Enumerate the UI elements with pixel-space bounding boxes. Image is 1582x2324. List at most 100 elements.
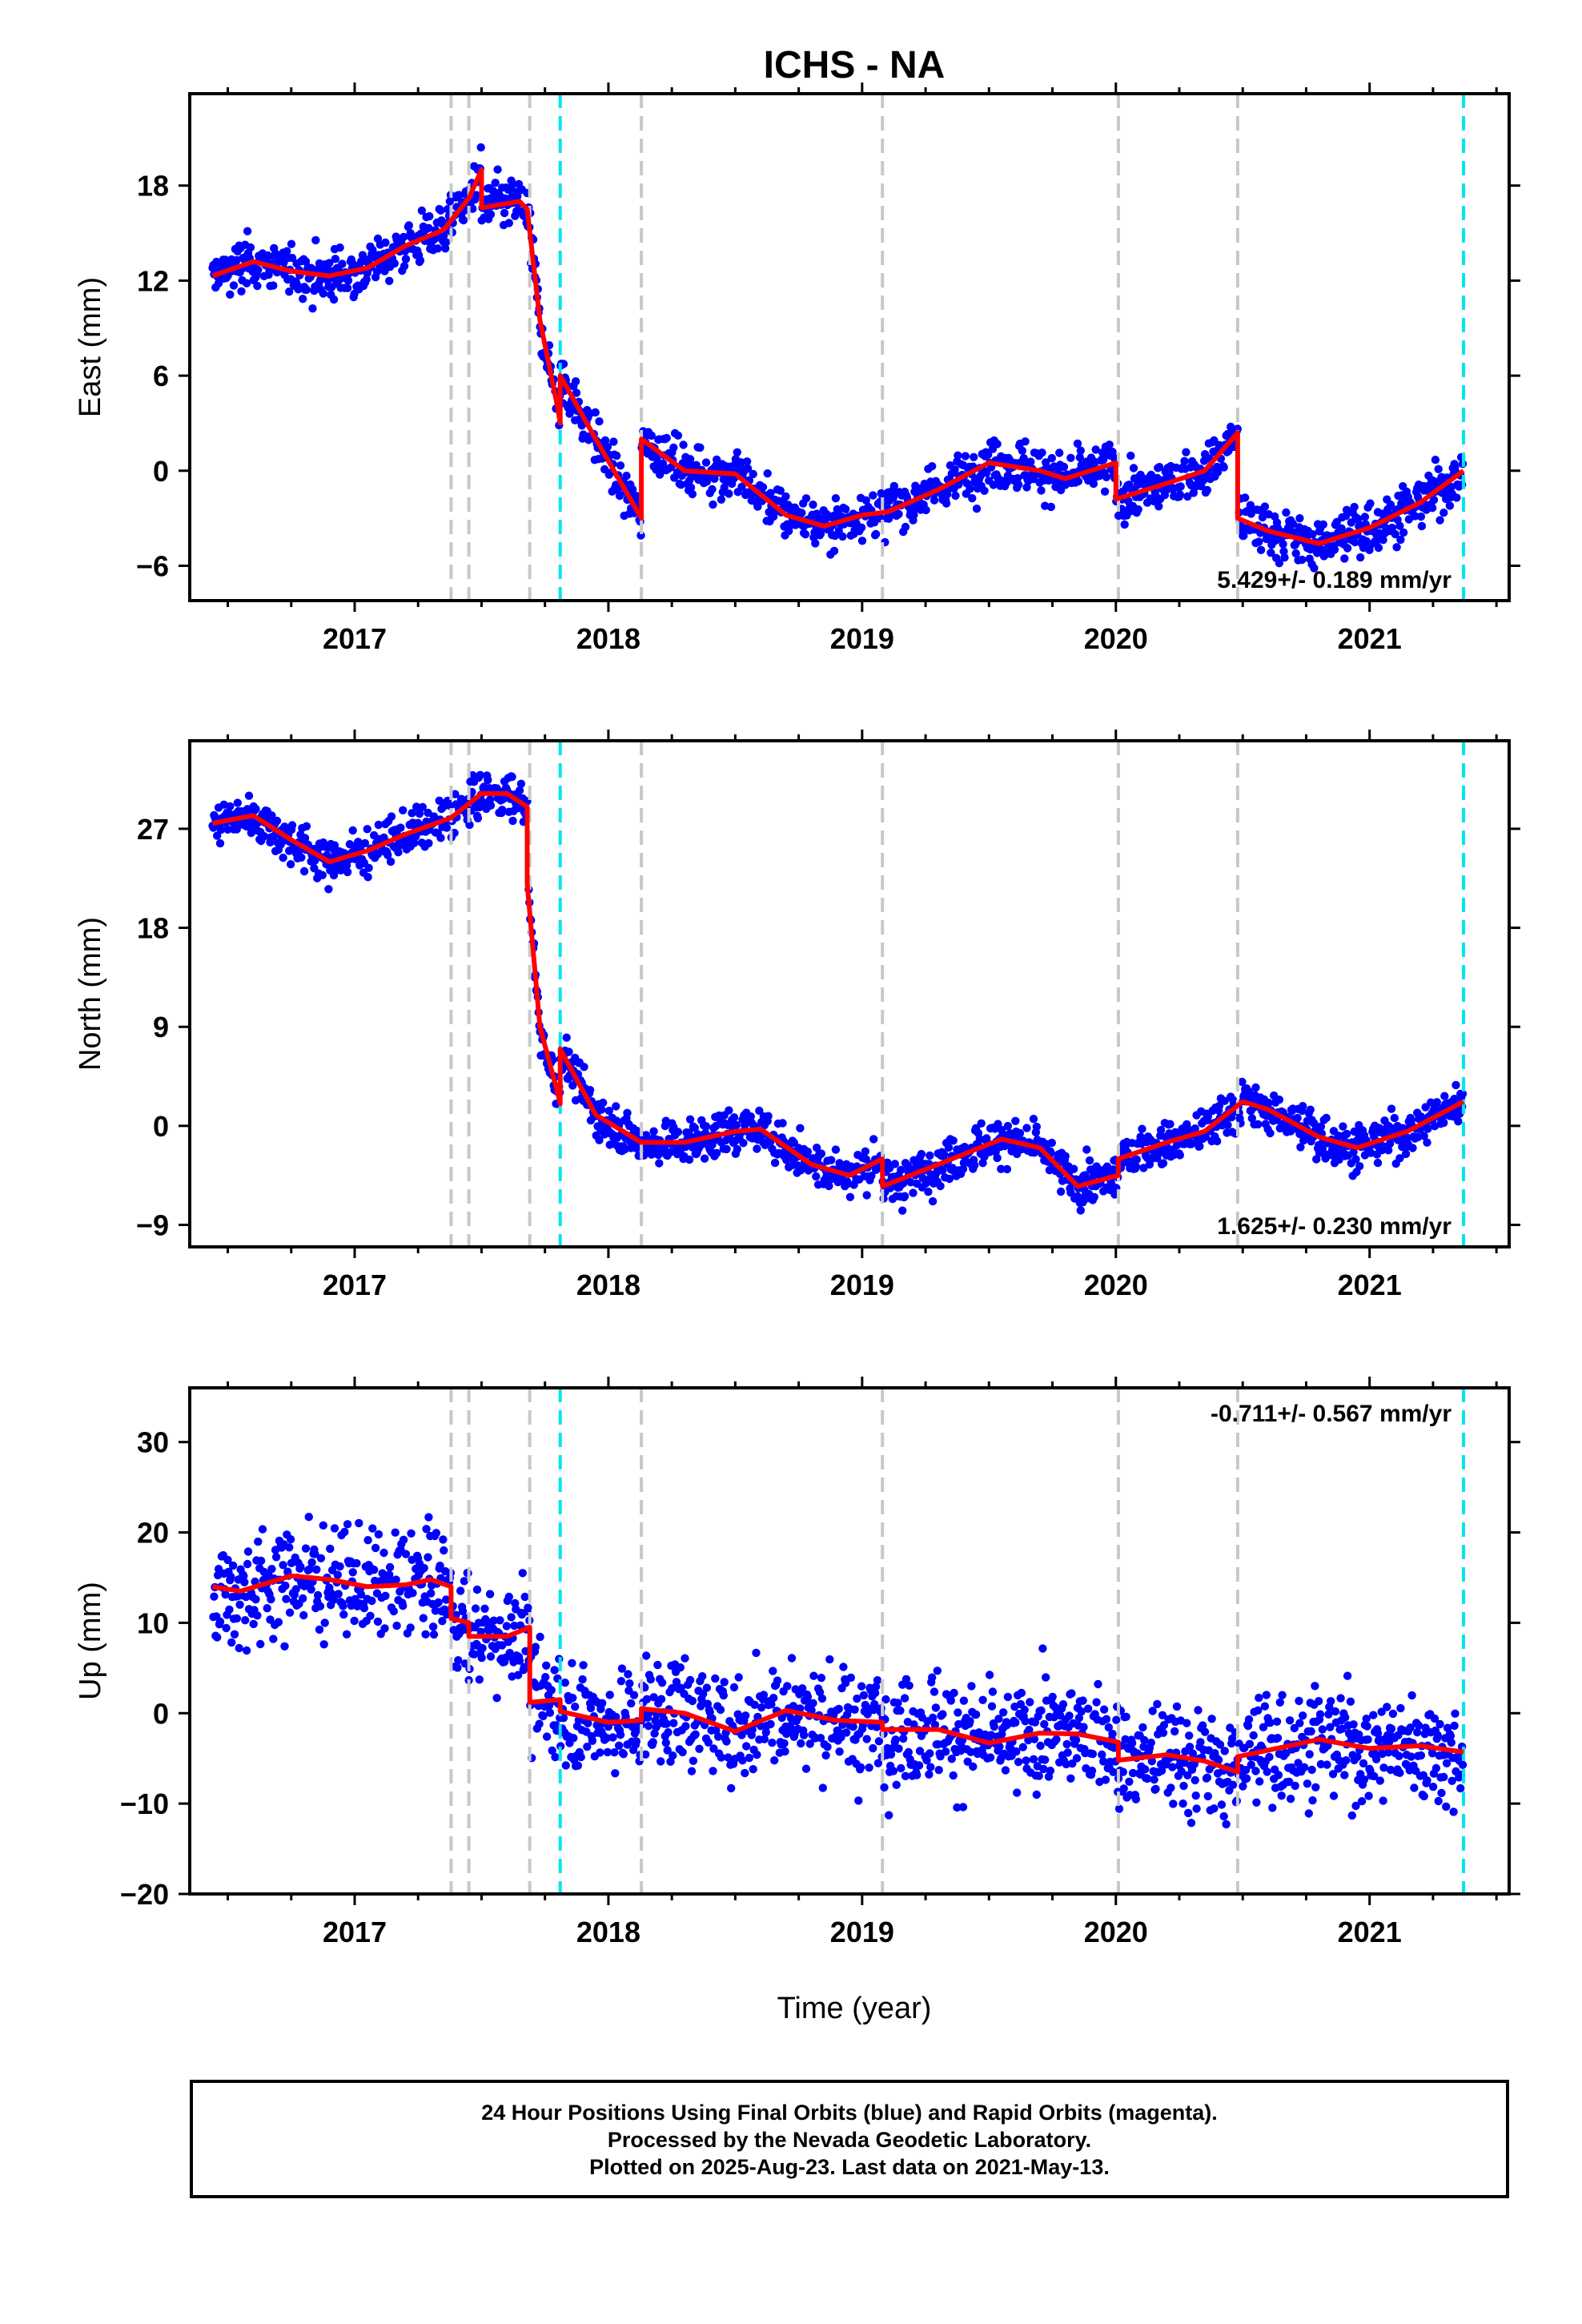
- data-point: [333, 1570, 342, 1579]
- data-point: [1316, 1122, 1326, 1132]
- data-point: [1322, 1113, 1331, 1123]
- data-point: [862, 1735, 871, 1743]
- data-point: [603, 442, 612, 452]
- data-point: [1340, 1771, 1349, 1779]
- data-point: [958, 1164, 968, 1174]
- data-point: [709, 500, 717, 509]
- data-point: [1102, 472, 1111, 481]
- data-point: [701, 1122, 711, 1131]
- data-point: [869, 491, 877, 500]
- data-point: [436, 834, 445, 842]
- data-point: [1419, 1132, 1428, 1140]
- data-point: [1372, 536, 1382, 545]
- data-point: [700, 1154, 709, 1163]
- data-point: [901, 1675, 911, 1683]
- data-point: [950, 465, 959, 474]
- data-point: [1223, 1120, 1232, 1129]
- data-point: [586, 1703, 596, 1713]
- data-point: [1039, 1764, 1048, 1774]
- data-point: [258, 1525, 267, 1534]
- data-point: [1445, 501, 1455, 510]
- y-tick-label: 0: [153, 455, 169, 488]
- data-point: [1359, 1759, 1368, 1768]
- data-point: [759, 1691, 769, 1699]
- data-point: [1279, 540, 1287, 549]
- data-point: [1022, 1124, 1031, 1132]
- data-point: [379, 833, 388, 842]
- data-point: [329, 295, 339, 304]
- data-point: [807, 1706, 816, 1715]
- data-point: [434, 1598, 443, 1607]
- data-point: [1454, 1117, 1463, 1126]
- data-point: [1192, 1804, 1201, 1813]
- x-tick-label: 2018: [576, 622, 640, 655]
- data-point: [1046, 502, 1056, 512]
- data-point: [797, 1739, 805, 1748]
- data-point: [440, 1546, 448, 1555]
- data-point: [391, 1575, 400, 1584]
- data-point: [871, 1683, 881, 1691]
- data-point: [475, 1675, 484, 1684]
- data-point: [646, 1675, 655, 1684]
- data-point: [399, 232, 408, 242]
- data-point: [416, 256, 425, 265]
- data-point: [752, 1648, 761, 1658]
- data-point: [624, 1670, 632, 1679]
- data-point: [720, 1678, 729, 1687]
- data-point: [455, 191, 464, 199]
- data-point: [1452, 493, 1461, 502]
- data-point: [325, 259, 334, 267]
- data-point: [627, 1699, 636, 1708]
- data-point: [1391, 529, 1399, 539]
- data-point: [232, 1614, 241, 1623]
- data-point: [825, 1181, 833, 1191]
- data-point: [404, 221, 413, 230]
- data-point: [1215, 1101, 1224, 1111]
- data-point: [917, 1149, 926, 1159]
- data-point: [440, 231, 448, 240]
- data-point: [1355, 1162, 1364, 1171]
- data-point: [251, 1595, 260, 1604]
- data-point: [605, 1691, 614, 1699]
- data-point: [823, 1743, 832, 1751]
- data-point: [798, 1684, 807, 1693]
- data-point: [738, 1756, 747, 1765]
- data-point: [1384, 1748, 1393, 1757]
- data-point: [1404, 515, 1414, 524]
- data-point: [1373, 1158, 1383, 1168]
- figure-title: ICHS - NA: [764, 44, 946, 86]
- data-point: [352, 1558, 361, 1568]
- data-point: [1359, 1775, 1369, 1784]
- data-point: [1157, 1766, 1166, 1775]
- data-point: [722, 1737, 731, 1746]
- data-point: [1172, 1702, 1182, 1711]
- data-point: [696, 443, 705, 452]
- data-point: [617, 1664, 627, 1673]
- data-point: [1052, 1735, 1061, 1744]
- data-point: [425, 211, 434, 221]
- data-point: [1178, 1799, 1187, 1808]
- data-point: [267, 1565, 276, 1574]
- data-point: [909, 1188, 917, 1197]
- y-tick-label: 0: [153, 1110, 169, 1143]
- data-point: [1285, 1716, 1295, 1725]
- data-point: [985, 1671, 994, 1679]
- data-point: [1003, 1692, 1013, 1702]
- data-point: [668, 1684, 677, 1693]
- data-point: [478, 1643, 487, 1653]
- data-point: [1439, 1772, 1448, 1782]
- data-point: [1458, 1760, 1468, 1769]
- rate-annotation: -0.711+/- 0.567 mm/yr: [1211, 1401, 1452, 1427]
- data-point: [781, 492, 790, 501]
- data-point: [1282, 1749, 1291, 1758]
- data-point: [226, 802, 235, 811]
- data-point: [1158, 1711, 1167, 1719]
- y-tick-label: 0: [153, 1697, 169, 1730]
- data-point: [600, 436, 610, 445]
- data-point: [271, 1553, 281, 1562]
- data-point: [442, 823, 452, 832]
- data-point: [1351, 537, 1359, 547]
- data-point: [502, 1622, 512, 1630]
- data-point: [612, 451, 621, 460]
- data-point: [946, 1696, 956, 1705]
